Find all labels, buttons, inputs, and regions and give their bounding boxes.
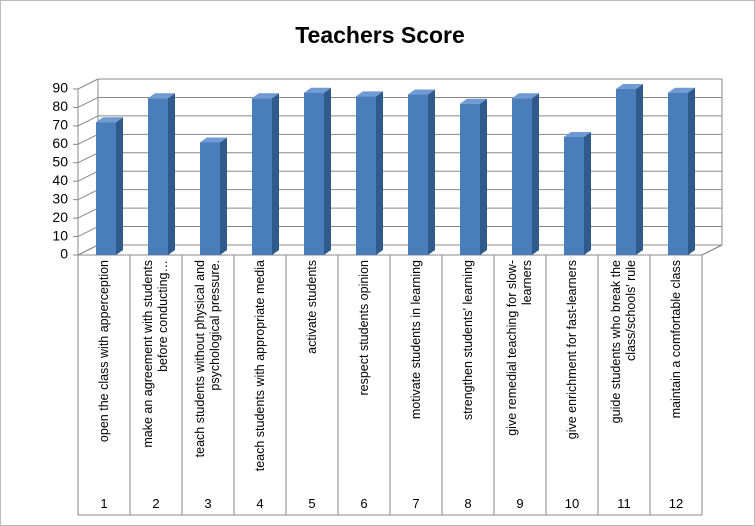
x-category-label: teach students with appropriate media <box>252 260 267 472</box>
y-tick-label: 40 <box>52 172 68 188</box>
x-category-label: respect students opinion <box>356 260 371 396</box>
grid-line <box>77 78 99 90</box>
bar-top <box>408 89 435 95</box>
x-tick-label: 9 <box>516 496 524 511</box>
bar-side <box>428 89 435 256</box>
bar <box>148 98 168 255</box>
bar-top <box>252 93 279 99</box>
bar <box>356 96 376 255</box>
bar <box>304 92 324 255</box>
bar-side <box>532 93 539 255</box>
y-tick-label: 10 <box>52 227 68 243</box>
y-tick-label: 60 <box>52 135 68 151</box>
y-tick-label: 70 <box>52 117 68 133</box>
y-tick-label: 90 <box>52 80 68 96</box>
bar-side <box>220 137 227 255</box>
y-tick-label: 50 <box>52 153 68 169</box>
bar <box>408 94 428 256</box>
x-category-label: open the class with apperception <box>96 260 111 443</box>
bar-top <box>304 87 331 93</box>
bar-side <box>688 87 695 255</box>
bar <box>616 89 636 255</box>
bar-side <box>272 93 279 255</box>
x-category-label: motivate students in learning <box>408 260 423 420</box>
x-category-label: guide students who break the class/schoo… <box>609 260 638 424</box>
x-category-label: maintain a comfortable class <box>668 260 683 419</box>
grid-line <box>77 226 99 238</box>
x-tick-label: 11 <box>617 496 631 511</box>
grid-line <box>77 170 99 182</box>
x-category-label: activate students <box>304 260 319 354</box>
x-tick-label: 7 <box>412 496 420 511</box>
grid-line <box>77 207 99 219</box>
bar <box>512 98 532 255</box>
bar-top <box>148 93 175 99</box>
x-tick-label: 8 <box>464 496 472 511</box>
bar <box>460 103 480 255</box>
bar-side <box>168 93 175 255</box>
bar <box>96 122 116 255</box>
x-category-label: give enrichment for fast-learners <box>564 260 579 440</box>
chart-title: Teachers Score <box>295 22 465 48</box>
bar <box>252 98 272 255</box>
x-tick-label: 6 <box>360 496 368 511</box>
grid-line <box>77 244 99 256</box>
grid-line <box>77 133 99 145</box>
bar-side <box>116 117 123 255</box>
bar <box>564 136 584 255</box>
bar <box>668 92 688 255</box>
x-category-label: strengthen students' learning <box>460 260 475 421</box>
bar-top <box>200 137 227 143</box>
x-tick-label: 3 <box>204 496 212 511</box>
bar-side <box>376 91 383 255</box>
x-tick-label: 2 <box>152 496 160 511</box>
x-tick-label: 4 <box>256 496 264 511</box>
bar-top <box>356 91 383 97</box>
grid-line <box>77 96 99 108</box>
bar-top <box>616 84 643 89</box>
bar-top <box>668 87 695 93</box>
x-tick-label: 12 <box>668 496 684 511</box>
x-tick-label: 10 <box>564 496 580 511</box>
bar-side <box>480 98 487 255</box>
bar-top <box>564 131 591 137</box>
x-tick-label: 1 <box>100 496 108 511</box>
category-divider <box>701 244 723 256</box>
bar <box>200 142 220 255</box>
y-tick-label: 0 <box>60 246 68 262</box>
bar-top <box>512 93 539 99</box>
grid-line <box>77 189 99 201</box>
bar-side <box>636 84 643 255</box>
bar-side <box>324 87 331 255</box>
bar-top <box>96 117 123 123</box>
x-category-label: teach students without physical and psyc… <box>193 260 222 458</box>
y-tick-label: 80 <box>52 98 68 114</box>
x-tick-label: 5 <box>308 496 316 511</box>
x-category-label: make an agreement with students before c… <box>141 260 170 448</box>
bar-side <box>584 131 591 255</box>
y-tick-label: 20 <box>52 209 68 225</box>
x-category-label: give remedial teaching for slow-learners <box>505 260 534 436</box>
grid-line <box>77 115 99 127</box>
grid-line <box>77 152 99 164</box>
y-tick-label: 30 <box>52 190 68 206</box>
bar-top <box>460 98 487 104</box>
